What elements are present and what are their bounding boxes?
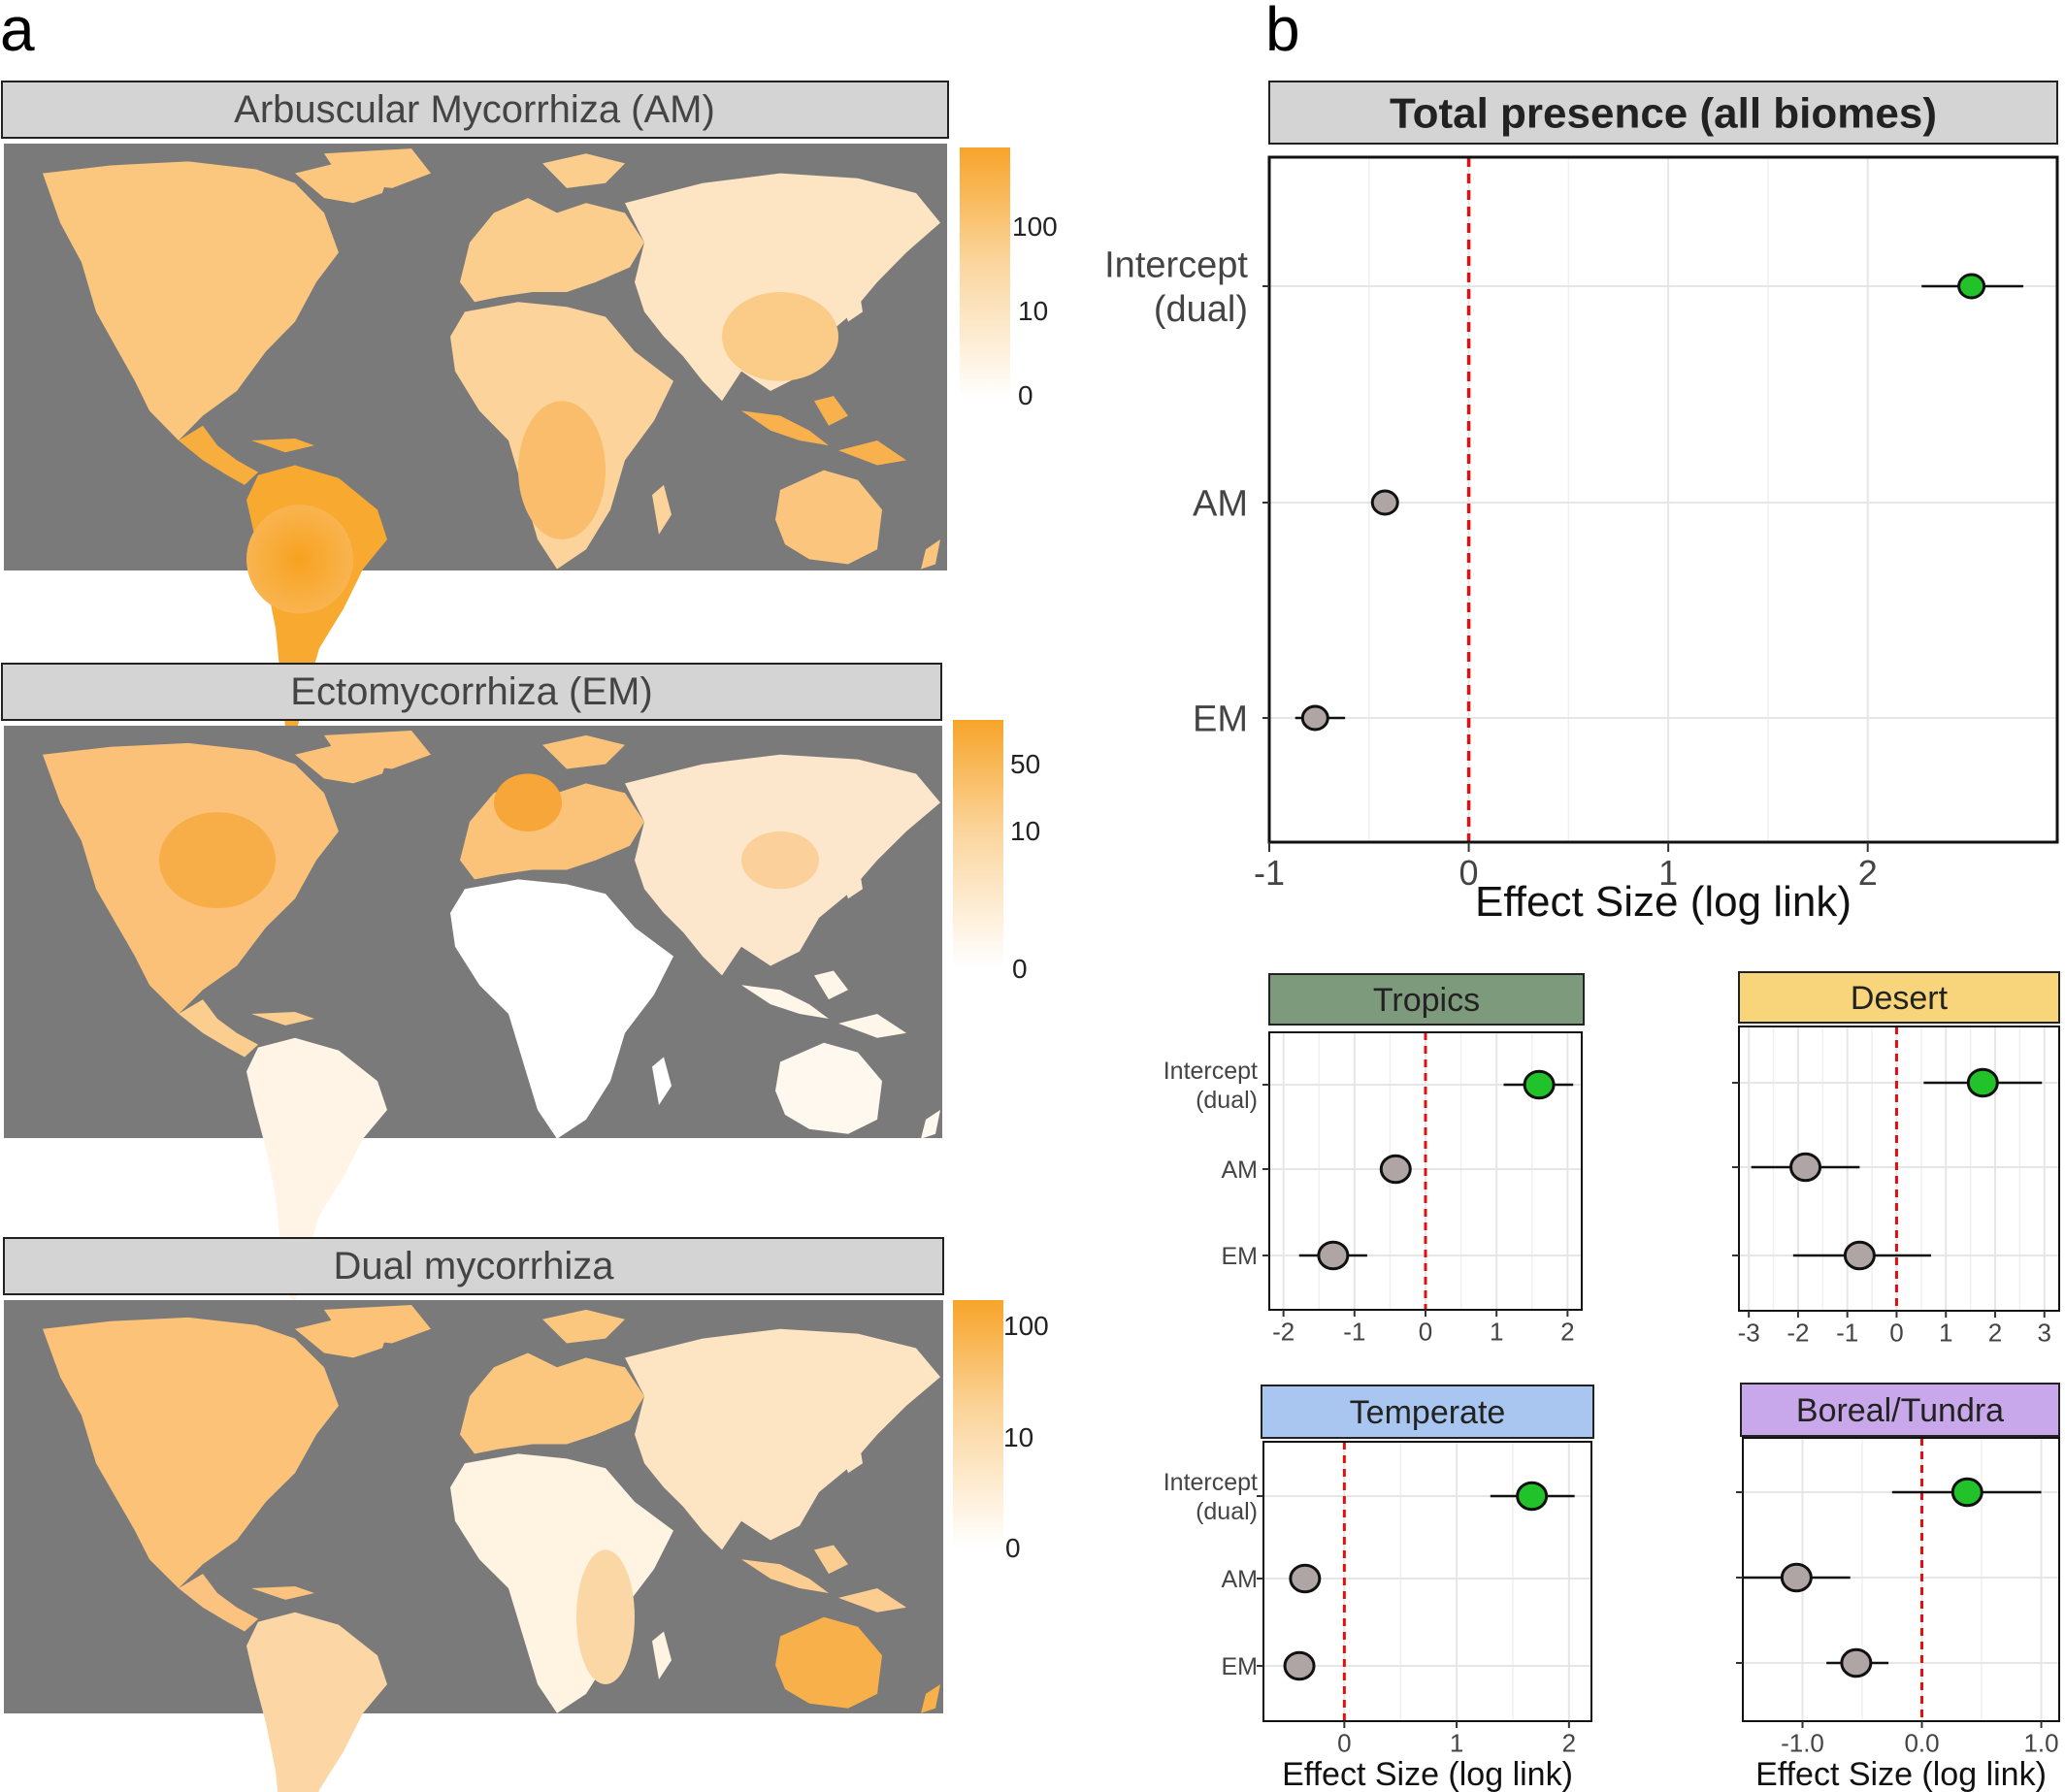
x-tick-label: -2 (1272, 1318, 1295, 1347)
plot-border (1738, 1026, 2060, 1312)
legend-bar-am (960, 147, 1010, 400)
map-panel-am: Arbuscular Mycorrhiza (AM) 100 10 0 (1, 81, 1058, 737)
plot-strip (1740, 1383, 2060, 1437)
x-tick-label: 1 (1658, 853, 1678, 893)
y-tick-label: Intercept (1164, 1469, 1258, 1496)
legend-tick-dual-100: 100 (1003, 1311, 1049, 1341)
point-em (1283, 1650, 1316, 1681)
y-tick-label: Intercept (1104, 245, 1248, 286)
plot-strip (1738, 971, 2060, 1024)
point-intercept (1523, 1069, 1556, 1100)
x-tick-label: -1.0 (1781, 1729, 1824, 1758)
plot-strip (1268, 81, 2058, 145)
x-axis-label: Effect Size (log link) (1282, 1756, 1573, 1792)
legend-tick-am-10: 10 (1018, 296, 1048, 326)
legend-tick-dual-0: 0 (1005, 1533, 1021, 1563)
point-intercept (1957, 273, 1986, 300)
plot-title: Boreal/Tundra (1796, 1392, 2004, 1429)
forest-plot-4: Temperate 0 1 2 Intercept(dual) AM EM Effect Si… (1164, 1385, 1594, 1792)
x-tick-label: 2 (1988, 1319, 2002, 1348)
map-land-dual (43, 1304, 940, 1792)
point-intercept (1516, 1481, 1549, 1512)
x-tick-label: 0 (1419, 1318, 1432, 1347)
y-tick-label: EM (1222, 1653, 1259, 1680)
legend-tick-dual-10: 10 (1003, 1422, 1033, 1452)
forest-plot-3: Desert -3 -2 -1 0 1 2 3 (1732, 971, 2060, 1348)
y-tick-label: AM (1193, 483, 1248, 524)
legend-tick-em-0: 0 (1012, 954, 1028, 984)
point-intercept (1966, 1067, 1999, 1098)
x-tick-label: -1 (1254, 853, 1285, 893)
y-tick-label: EM (1222, 1243, 1259, 1270)
point-em (1843, 1240, 1876, 1271)
x-tick-label: -3 (1738, 1319, 1760, 1348)
y-tick-label: AM (1222, 1157, 1259, 1184)
legend-tick-em-50: 50 (1010, 749, 1040, 779)
map-strip-am (1, 81, 949, 139)
y-tick-label: EM (1193, 699, 1248, 739)
x-tick-label: 0 (1889, 1319, 1903, 1348)
x-tick-label: -1 (1836, 1319, 1858, 1348)
legend-tick-am-100: 100 (1012, 212, 1058, 242)
forest-plots: Total presence (all biomes) -1 0 1 2 Intercep… (1104, 81, 2060, 1792)
map-strip-em (1, 663, 942, 721)
x-tick-label: 2 (1562, 1729, 1576, 1758)
panel-label-a: a (0, 0, 35, 64)
point-am (1789, 1152, 1822, 1183)
point-intercept (1950, 1477, 1983, 1508)
map-panel-em: Ectomycorrhiza (EM) 50 10 0 (1, 663, 1040, 1302)
map-panel-dual: Dual mycorrhiza 100 10 0 (3, 1237, 1049, 1792)
x-axis-label: Effect Size (log link) (1755, 1756, 2047, 1792)
point-am (1289, 1563, 1322, 1594)
x-tick-label: -2 (1786, 1319, 1809, 1348)
point-am (1370, 489, 1399, 516)
map-title-em: Ectomycorrhiza (EM) (290, 670, 652, 713)
plot-title: Tropics (1373, 982, 1480, 1019)
map-land-em (43, 730, 940, 1302)
x-tick-label: -1 (1343, 1318, 1365, 1347)
x-tick-label: 1 (1450, 1729, 1463, 1758)
point-am (1780, 1562, 1813, 1593)
map-title-am: Arbuscular Mycorrhiza (AM) (234, 88, 715, 131)
legend-tick-em-10: 10 (1010, 816, 1040, 846)
panel-label-b: b (1265, 0, 1300, 64)
forest-plot-1: Total presence (all biomes) -1 0 1 2 Intercep… (1104, 81, 2059, 926)
point-em (1840, 1647, 1873, 1678)
map-land-am (43, 148, 940, 737)
plot-border (1267, 155, 2059, 844)
x-tick-label: 3 (2038, 1319, 2051, 1348)
y-tick-label: (dual) (1196, 1498, 1258, 1525)
x-tick-label: 0 (1337, 1729, 1351, 1758)
x-tick-label: 1 (1490, 1318, 1503, 1347)
plot-strip (1261, 1385, 1594, 1439)
point-am (1379, 1154, 1412, 1185)
plot-border (1742, 1437, 2060, 1722)
x-tick-label: 2 (1858, 853, 1878, 893)
legend-bar-dual (953, 1300, 1003, 1548)
y-tick-label: Intercept (1164, 1058, 1258, 1085)
point-em (1317, 1240, 1350, 1271)
plot-title: Desert (1851, 980, 1949, 1017)
y-tick-label: AM (1222, 1566, 1259, 1593)
plot-strip (1268, 973, 1585, 1026)
forest-plot-2: Tropics -2 -1 0 1 2 Intercept(dual) AM EM (1164, 973, 1585, 1347)
x-tick-label: 0 (1459, 853, 1479, 893)
x-tick-label: 0.0 (1904, 1729, 1939, 1758)
plot-title: Total presence (all biomes) (1390, 89, 1937, 137)
map-title-dual: Dual mycorrhiza (334, 1245, 615, 1287)
plot-border (1262, 1441, 1592, 1722)
x-axis-label: Effect Size (log link) (1475, 878, 1852, 926)
legend-tick-am-0: 0 (1018, 380, 1033, 410)
legend-bar-em (953, 720, 1003, 967)
y-tick-label: (dual) (1196, 1087, 1258, 1114)
y-tick-label: (dual) (1154, 289, 1248, 330)
point-em (1300, 704, 1329, 732)
plot-title: Temperate (1350, 1394, 1506, 1431)
x-tick-label: 1.0 (2023, 1729, 2058, 1758)
x-tick-label: 1 (1939, 1319, 1952, 1348)
x-tick-label: 2 (1560, 1318, 1574, 1347)
map-strip-dual (3, 1237, 944, 1295)
